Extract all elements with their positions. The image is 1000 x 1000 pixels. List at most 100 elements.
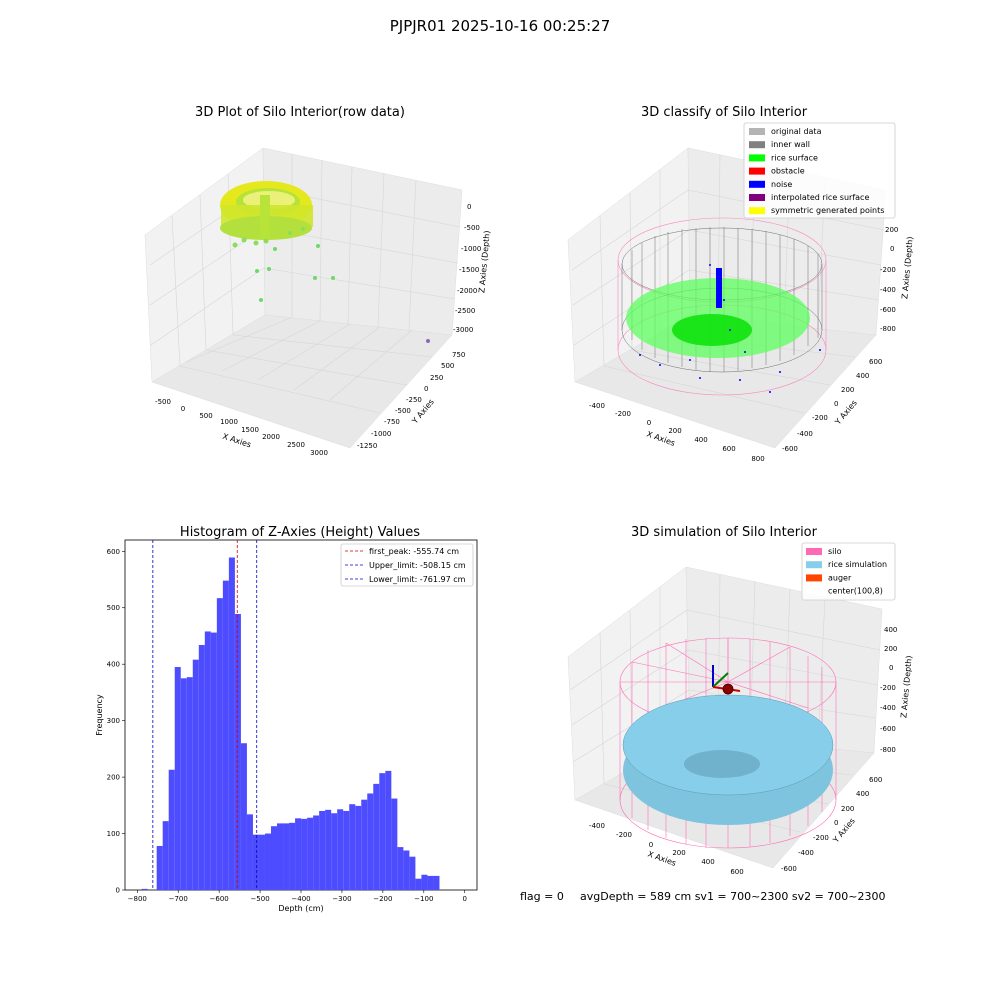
simulation-z-ticks: 400 200 0 -200 -400 -600 -800 xyxy=(880,626,897,754)
simulation-y-tick: -400 xyxy=(798,849,814,857)
histogram-bar xyxy=(234,613,241,890)
histogram-bar xyxy=(349,804,356,890)
legend-label: interpolated rice surface xyxy=(771,193,869,202)
legend-swatch xyxy=(806,548,822,555)
raw-outlier xyxy=(232,242,238,248)
raw-y-tick: -250 xyxy=(406,396,422,404)
histogram-y-axis-label: Frequency xyxy=(95,694,104,736)
footer-flag: flag = 0 xyxy=(520,890,564,903)
simulation-legend: silo rice simulation auger center(100,8) xyxy=(801,542,896,601)
raw-x-tick: 1000 xyxy=(220,418,238,426)
simulation-x-tick: 0 xyxy=(649,841,653,849)
classify-z-tick: -600 xyxy=(880,306,896,314)
raw-y-tick: -750 xyxy=(384,418,400,426)
histogram-bar xyxy=(355,805,362,890)
histogram-bar xyxy=(331,813,338,890)
raw-3d-panes xyxy=(144,147,463,449)
histogram-bar xyxy=(156,845,163,890)
raw-x-tick: 500 xyxy=(199,412,212,420)
x-tick-label: −800 xyxy=(128,895,147,903)
y-tick-label: 100 xyxy=(107,830,120,838)
auger-marker xyxy=(712,665,741,695)
simulation-y-tick: 600 xyxy=(869,776,882,784)
classify-x-ticks: -400 -200 0 200 400 600 800 xyxy=(589,402,765,463)
y-tick-label: 500 xyxy=(107,604,120,612)
legend-peak-label: first_peak: -555.74 cm xyxy=(369,547,459,556)
raw-gridlines xyxy=(149,154,461,414)
histogram-bar xyxy=(379,773,386,890)
legend-label: noise xyxy=(771,180,792,189)
classify-panel-title: 3D classify of Silo Interior xyxy=(641,105,808,120)
simulation-z-tick: -600 xyxy=(880,725,896,733)
raw-z-tick: 0 xyxy=(467,203,471,211)
histogram-bar xyxy=(367,793,374,890)
legend-swatch xyxy=(749,167,765,175)
raw-outlier xyxy=(331,276,335,280)
histogram-bar xyxy=(240,743,247,890)
simulation-legend-box xyxy=(801,542,896,601)
raw-z-ticks: 0 -500 -1000 -1500 -2000 -2500 -3000 xyxy=(453,203,481,334)
raw-z-tick: -500 xyxy=(464,224,480,232)
legend-label: obstacle xyxy=(771,167,805,176)
histogram-bar xyxy=(301,818,308,890)
histogram-bar xyxy=(216,598,223,890)
legend-label: center(100,8) xyxy=(828,587,883,596)
raw-outlier xyxy=(301,227,305,231)
histogram-bar xyxy=(277,823,284,890)
y-tick-label: 300 xyxy=(107,717,120,725)
raw-x-tick: 3000 xyxy=(310,449,328,457)
histogram-bar xyxy=(222,580,229,890)
y-tick-label: 400 xyxy=(107,661,120,669)
histogram-bar xyxy=(192,659,199,890)
histogram-bar xyxy=(283,823,290,890)
raw-z-tick: -3000 xyxy=(453,326,473,334)
histogram-bar xyxy=(361,799,368,890)
simulation-z-tick: 0 xyxy=(889,664,893,672)
simulation-z-tick: 200 xyxy=(884,645,897,653)
histogram-bar xyxy=(325,809,332,890)
histogram-bar xyxy=(427,875,434,890)
classify-legend: original data inner wall rice surface obsta… xyxy=(743,122,896,219)
raw-outlier xyxy=(241,237,247,243)
x-tick-label: −700 xyxy=(169,895,188,903)
auger-center xyxy=(722,683,734,695)
legend-swatch xyxy=(749,207,765,215)
histogram-legend: first_peak: -555.74 cm Upper_limit: -508… xyxy=(340,543,474,587)
classify-z-axis-label: Z Axies (Depth) xyxy=(900,236,914,299)
raw-x-ticks: -500 0 500 1000 1500 2000 2500 3000 xyxy=(155,398,328,457)
raw-data-panel: 3D Plot of Silo Interior(row data) xyxy=(144,105,492,457)
histogram-bar xyxy=(391,798,398,890)
raw-outlier xyxy=(263,238,269,244)
raw-outlier xyxy=(313,276,317,280)
histogram-bar xyxy=(397,847,404,890)
histogram-bar xyxy=(198,645,205,890)
legend-swatch xyxy=(749,180,765,188)
histogram-bar xyxy=(180,678,187,890)
histogram-bar xyxy=(162,821,169,890)
histogram-bar xyxy=(141,888,148,890)
histogram-y-ticks: 0 100 200 300 400 500 600 xyxy=(107,548,125,895)
raw-x-tick: 2500 xyxy=(287,441,305,449)
simulation-x-tick: 200 xyxy=(672,849,685,857)
legend-swatch xyxy=(806,561,822,569)
simulation-y-tick: 200 xyxy=(841,805,854,813)
x-tick-label: −500 xyxy=(250,895,269,903)
raw-y-tick: 0 xyxy=(424,385,428,393)
legend-label: auger xyxy=(828,573,852,582)
histogram-title: Histogram of Z-Axies (Height) Values xyxy=(180,525,420,540)
histogram-reference-lines xyxy=(152,540,258,890)
raw-y-tick: -500 xyxy=(395,407,411,415)
classify-x-tick: 0 xyxy=(647,419,651,427)
raw-y-tick: 750 xyxy=(452,351,465,359)
simulation-x-tick: -400 xyxy=(589,822,605,830)
raw-z-tick: -2000 xyxy=(457,287,477,295)
histogram-x-axis-label: Depth (cm) xyxy=(278,904,323,913)
raw-z-tick: -1000 xyxy=(461,245,481,253)
histogram-legend-box xyxy=(340,543,474,587)
raw-column xyxy=(260,195,270,240)
classify-y-tick: -600 xyxy=(782,445,798,453)
simulation-y-tick: -600 xyxy=(781,865,797,873)
x-tick-label: −100 xyxy=(414,895,433,903)
noise-column xyxy=(716,268,722,308)
